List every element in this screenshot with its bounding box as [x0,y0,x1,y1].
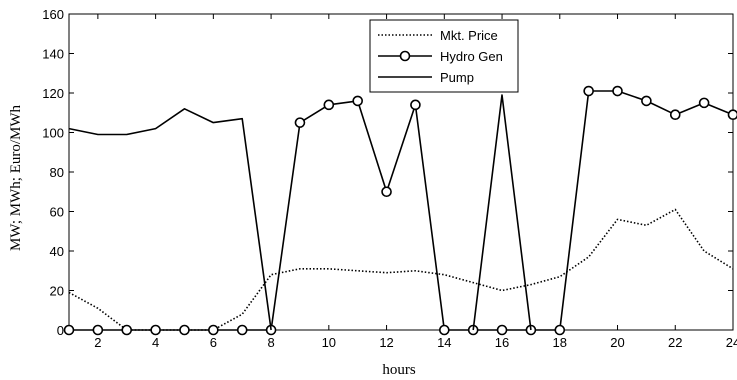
series-point-hydro-gen [641,95,652,107]
y-tick-label: 160 [42,7,64,22]
series-layer [63,85,737,336]
y-tick-label: 80 [50,165,64,180]
x-tick-label: 12 [379,335,393,350]
series-point-hydro-gen [554,324,566,336]
series-point-hydro-gen [496,324,508,336]
series-point-hydro-gen [381,186,392,198]
x-tick-label: 10 [322,335,336,350]
series-line-pump [472,94,532,331]
series-point-hydro-gen [208,324,219,336]
x-tick-label: 24 [726,335,737,350]
legend-label-pump: Pump [440,70,474,85]
series-line-pump [68,108,272,331]
x-tick-label: 8 [267,335,274,350]
series-point-hydro-gen [236,324,248,336]
series-line-hydro-gen [69,90,734,331]
series-line-mkt-price [68,208,734,331]
series-point-hydro-gen [352,95,363,107]
x-tick-label: 16 [495,335,509,350]
x-tick-label: 4 [152,335,159,350]
series-point-hydro-gen [150,324,161,336]
series-point-hydro-gen [179,324,190,336]
x-tick-label: 18 [553,335,567,350]
x-tick-label: 22 [668,335,682,350]
axis-ticks: 2 4 6 8 10 12 14 16 18 20 22 2402040608010012014016… [42,7,737,350]
series-point-hydro-gen [323,99,335,111]
series-point-hydro-gen [669,109,681,121]
x-tick-label: 20 [610,335,624,350]
legend: Mkt. Price Hydro Gen Pump [369,19,519,93]
y-tick-label: 140 [42,47,64,62]
y-tick-label: 20 [50,284,64,299]
series-point-hydro-gen [410,99,421,111]
y-tick-label: 100 [42,126,64,141]
y-tick-label: 120 [42,86,64,101]
y-tick-label: 60 [50,205,64,220]
series-point-hydro-gen [612,85,623,97]
series-point-hydro-gen [698,97,710,109]
y-tick-label: 40 [50,244,64,259]
series-point-hydro-gen [439,324,450,336]
legend-marker-hydro-gen [399,50,411,62]
x-tick-label: 6 [210,335,217,350]
legend-label-mkt-price: Mkt. Price [440,28,498,43]
series-point-hydro-gen [63,324,75,336]
series-point-hydro-gen [92,324,104,336]
legend-label-hydro-gen: Hydro Gen [440,49,503,64]
x-tick-label: 14 [437,335,451,350]
x-axis-title: hours [382,362,415,378]
y-tick-label: 0 [57,323,64,338]
y-axis-title: MW; MWh; Euro/MWh [8,104,24,251]
series-point-hydro-gen [294,117,306,128]
series-point-hydro-gen [583,85,594,97]
x-tick-label: 2 [94,335,101,350]
series-point-hydro-gen [121,324,133,336]
series-point-hydro-gen [727,109,737,121]
